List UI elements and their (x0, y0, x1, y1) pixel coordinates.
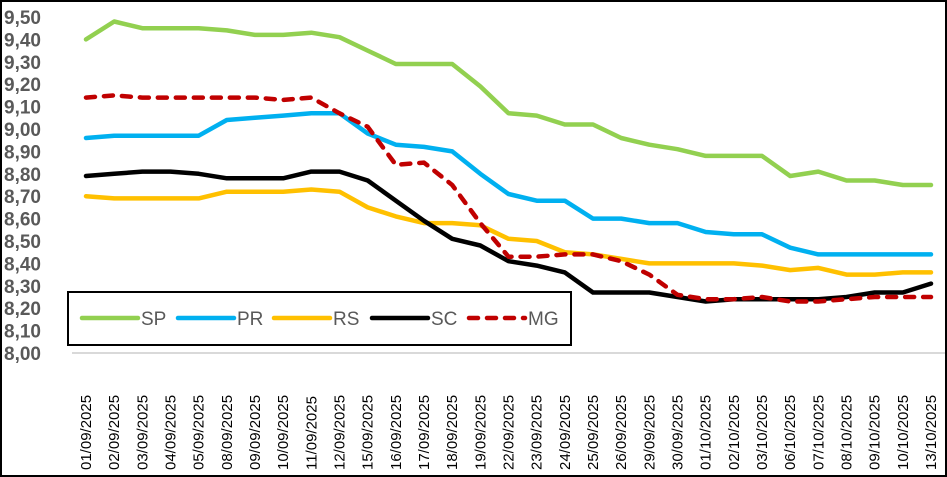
x-tick-label: 10/09/2025 (275, 395, 292, 470)
y-tick-label: 8,60 (4, 210, 41, 231)
x-tick-label: 01/09/2025 (78, 395, 95, 470)
y-tick-label: 8,10 (4, 322, 41, 343)
x-tick-label: 09/09/2025 (247, 395, 264, 470)
y-tick-label: 9,00 (4, 120, 41, 141)
legend-label-sp: SP (141, 309, 166, 330)
x-tick-label: 18/09/2025 (444, 395, 461, 470)
legend-label-mg: MG (528, 309, 559, 330)
x-tick-label: 08/09/2025 (219, 395, 236, 470)
series-line-sc (83, 169, 934, 304)
x-tick-label: 05/09/2025 (191, 395, 208, 470)
x-tick-label: 29/09/2025 (641, 395, 658, 470)
x-tick-label: 13/10/2025 (923, 395, 940, 470)
legend-label-rs: RS (333, 309, 359, 330)
legend-label-sc: SC (431, 309, 457, 330)
series-lines (83, 19, 934, 304)
x-tick-label: 17/09/2025 (416, 395, 433, 470)
legend-label-pr: PR (237, 309, 263, 330)
x-tick-label: 22/09/2025 (501, 395, 518, 470)
y-tick-label: 8,00 (4, 344, 41, 365)
x-tick-label: 04/09/2025 (163, 395, 180, 470)
x-tick-label: 09/10/2025 (867, 395, 884, 470)
y-tick-label: 9,10 (4, 98, 41, 119)
x-tick-label: 01/10/2025 (698, 395, 715, 470)
y-tick-label: 9,20 (4, 75, 41, 96)
y-tick-label: 8,50 (4, 232, 41, 253)
y-axis: 8,008,108,208,308,408,508,608,708,808,90… (4, 8, 41, 365)
y-tick-label: 8,80 (4, 165, 41, 186)
x-tick-label: 30/09/2025 (670, 395, 687, 470)
x-tick-label: 15/09/2025 (360, 395, 377, 470)
x-axis: 01/09/2025 02/09/2025 03/09/2025 04/09/2025… (78, 395, 940, 470)
x-tick-label: 06/10/2025 (782, 395, 799, 470)
x-tick-label: 10/10/2025 (895, 395, 912, 470)
y-tick-label: 8,20 (4, 299, 41, 320)
x-tick-label: 26/09/2025 (613, 395, 630, 470)
y-tick-label: 9,50 (4, 8, 41, 29)
x-tick-label: 25/09/2025 (585, 395, 602, 470)
y-tick-label: 8,70 (4, 187, 41, 208)
x-tick-label: 03/09/2025 (134, 395, 151, 470)
y-tick-label: 9,30 (4, 53, 41, 74)
x-tick-label: 12/09/2025 (332, 395, 349, 470)
y-tick-label: 9,40 (4, 30, 41, 51)
x-tick-label: 08/10/2025 (839, 395, 856, 470)
x-tick-label: 19/09/2025 (472, 395, 489, 470)
x-tick-label: 02/10/2025 (726, 395, 743, 470)
x-tick-label: 11/09/2025 (303, 396, 320, 470)
x-tick-label: 02/09/2025 (106, 395, 123, 470)
x-tick-label: 03/10/2025 (754, 395, 771, 470)
legend: SP PR RS SC MG (67, 291, 572, 346)
y-tick-label: 8,40 (4, 254, 41, 275)
x-tick-label: 23/09/2025 (529, 395, 546, 470)
series-line-rs (83, 187, 934, 277)
x-tick-label: 24/09/2025 (557, 395, 574, 470)
series-line-mg (83, 93, 934, 304)
series-line-sp (83, 19, 934, 188)
series-line-pr (83, 111, 934, 257)
y-tick-label: 8,90 (4, 142, 41, 163)
x-tick-label: 16/09/2025 (388, 395, 405, 470)
x-tick-label: 07/10/2025 (810, 395, 827, 470)
y-tick-label: 8,30 (4, 277, 41, 298)
